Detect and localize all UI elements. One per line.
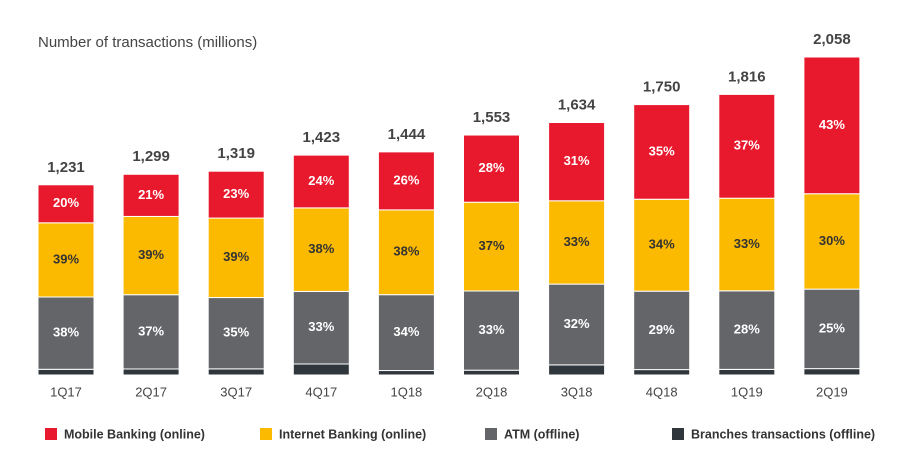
bar-segment bbox=[292, 363, 350, 376]
bar-segment bbox=[122, 368, 180, 376]
data-label: 33% bbox=[564, 234, 590, 249]
legend-swatch bbox=[672, 428, 684, 440]
x-tick-label: 2Q18 bbox=[476, 384, 508, 399]
data-label: 43% bbox=[819, 117, 845, 132]
bar-segment bbox=[718, 93, 776, 199]
legend-swatch bbox=[45, 428, 57, 440]
bar-segment bbox=[633, 198, 691, 292]
bar-segment bbox=[207, 170, 265, 219]
data-label: 39% bbox=[223, 249, 249, 264]
data-label: 37% bbox=[478, 238, 504, 253]
x-tick-label: 1Q19 bbox=[731, 384, 763, 399]
data-label: 39% bbox=[53, 251, 79, 266]
legend-label: ATM (offline) bbox=[504, 427, 579, 441]
legend-label: Mobile Banking (online) bbox=[64, 427, 205, 441]
data-label: 38% bbox=[308, 241, 334, 256]
data-label: 26% bbox=[393, 172, 419, 187]
bar-segment bbox=[803, 288, 861, 370]
x-tick-label: 2Q17 bbox=[135, 384, 167, 399]
bar-segment bbox=[37, 184, 95, 224]
data-label: 20% bbox=[53, 195, 79, 210]
data-label: 38% bbox=[393, 244, 419, 259]
bar-segment bbox=[292, 207, 350, 292]
data-label: 28% bbox=[478, 160, 504, 175]
data-label: 33% bbox=[734, 236, 760, 251]
bar-segment bbox=[718, 197, 776, 292]
x-tick-label: 1Q17 bbox=[50, 384, 82, 399]
data-label: 37% bbox=[734, 138, 760, 153]
data-label: 33% bbox=[308, 319, 334, 334]
data-label: 34% bbox=[393, 324, 419, 339]
x-tick-label: 4Q17 bbox=[305, 384, 337, 399]
data-label: 23% bbox=[223, 186, 249, 201]
legend-label: Branches transactions (offline) bbox=[691, 427, 875, 441]
bar-segment bbox=[377, 294, 435, 372]
bar-segment bbox=[548, 200, 606, 285]
legend-swatch bbox=[260, 428, 272, 440]
bar-segment bbox=[463, 369, 520, 376]
total-label: 1,299 bbox=[132, 148, 170, 165]
data-label: 32% bbox=[564, 316, 590, 331]
x-tick-label: 1Q18 bbox=[390, 384, 422, 399]
bar-segment bbox=[548, 122, 606, 202]
chart-title: Number of transactions (millions) bbox=[38, 34, 257, 51]
bar-segment bbox=[718, 368, 776, 376]
total-label: 2,058 bbox=[813, 31, 851, 48]
data-label: 24% bbox=[308, 173, 334, 188]
bar-segment bbox=[292, 290, 350, 365]
data-label: 33% bbox=[478, 322, 504, 337]
bar-segment bbox=[122, 215, 180, 296]
bar-segment bbox=[122, 294, 180, 370]
bar-segment bbox=[37, 296, 95, 370]
bar-segment bbox=[548, 364, 606, 376]
total-label: 1,319 bbox=[217, 145, 255, 162]
bar-segment bbox=[292, 154, 350, 209]
bar-segment bbox=[463, 201, 520, 292]
total-label: 1,750 bbox=[643, 79, 681, 96]
bar-segment bbox=[633, 104, 691, 200]
bar-segment bbox=[548, 283, 606, 366]
bar-segment bbox=[37, 222, 95, 298]
x-tick-label: 4Q18 bbox=[646, 384, 678, 399]
bar-segment bbox=[803, 193, 861, 290]
total-label: 1,231 bbox=[47, 159, 85, 176]
bar-segment bbox=[463, 290, 520, 371]
data-label: 39% bbox=[138, 247, 164, 262]
bar-segment bbox=[463, 134, 520, 203]
bar-segment bbox=[122, 173, 180, 217]
x-tick-label: 3Q18 bbox=[561, 384, 593, 399]
legend-label: Internet Banking (online) bbox=[279, 427, 426, 441]
data-label: 34% bbox=[649, 237, 675, 252]
bar-segment bbox=[37, 368, 95, 376]
x-tick-label: 2Q19 bbox=[816, 384, 848, 399]
total-label: 1,444 bbox=[388, 126, 426, 143]
data-label: 35% bbox=[649, 143, 675, 158]
bar-segment bbox=[633, 369, 691, 376]
bar-segment bbox=[207, 217, 265, 299]
bar-segment bbox=[207, 297, 265, 370]
bar-segment bbox=[803, 368, 861, 376]
data-label: 29% bbox=[649, 322, 675, 337]
data-label: 25% bbox=[819, 320, 845, 335]
total-label: 1,423 bbox=[303, 129, 341, 146]
data-label: 35% bbox=[223, 325, 249, 340]
x-tick-label: 3Q17 bbox=[220, 384, 252, 399]
bar-segment bbox=[377, 151, 435, 211]
bar-segment bbox=[377, 370, 435, 376]
legend-swatch bbox=[485, 428, 497, 440]
data-label: 31% bbox=[564, 153, 590, 168]
bar-segment bbox=[207, 368, 265, 376]
data-label: 37% bbox=[138, 323, 164, 338]
data-label: 30% bbox=[819, 233, 845, 248]
data-label: 21% bbox=[138, 187, 164, 202]
total-label: 1,553 bbox=[473, 109, 511, 126]
total-label: 1,634 bbox=[558, 96, 596, 113]
data-label: 38% bbox=[53, 325, 79, 340]
data-label: 28% bbox=[734, 322, 760, 337]
bar-segment bbox=[803, 56, 861, 195]
bar-segment bbox=[718, 290, 776, 370]
total-label: 1,816 bbox=[728, 68, 766, 85]
